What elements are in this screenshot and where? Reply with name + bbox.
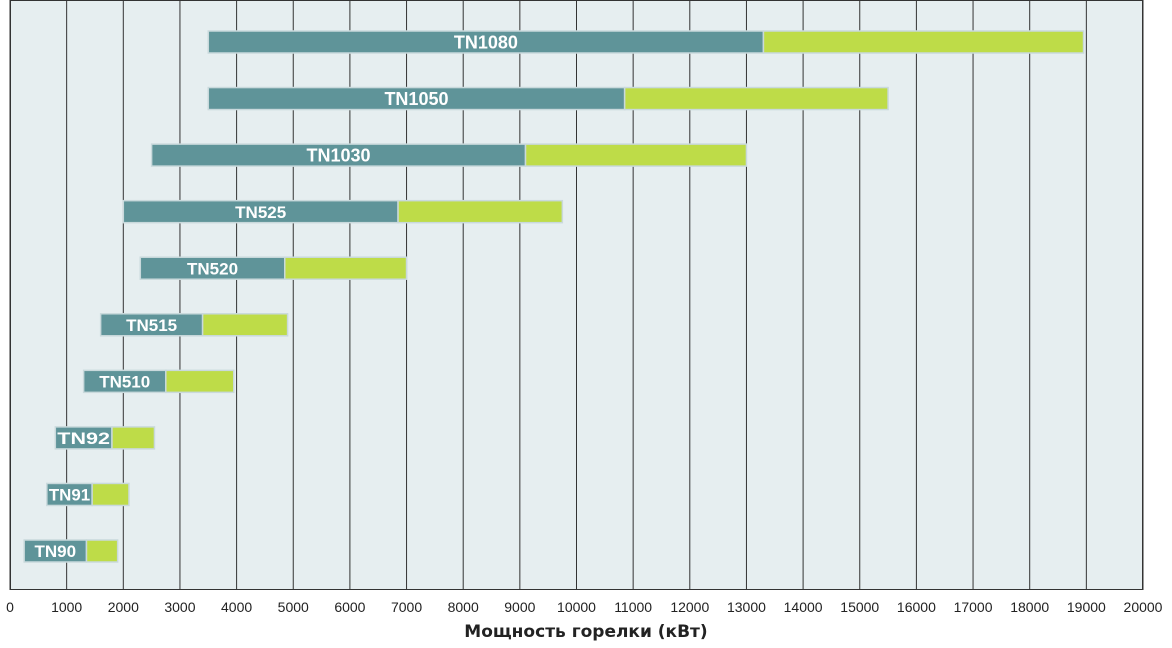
x-tick-label-17000: 17000	[954, 599, 993, 615]
bar-TN1050-extension	[623, 86, 889, 111]
x-tick-label-10000: 10000	[557, 599, 596, 615]
x-tick-label-2000: 2000	[108, 599, 139, 615]
x-axis-title: Мощность горелки (кВт)	[464, 622, 708, 642]
bar-label-TN525: TN525	[235, 203, 286, 222]
x-tick-label-6000: 6000	[334, 599, 365, 615]
x-tick-label-20000: 20000	[1124, 599, 1163, 615]
x-tick-label-18000: 18000	[1010, 599, 1049, 615]
bar-label-TN1050: TN1050	[384, 89, 448, 109]
bar-TN515-extension	[201, 313, 289, 337]
x-tick-label-19000: 19000	[1067, 599, 1106, 615]
x-tick-label-13000: 13000	[727, 599, 766, 615]
bar-TN91-extension	[91, 482, 130, 507]
bar-TN520-extension	[284, 256, 408, 280]
x-tick-label-12000: 12000	[670, 599, 709, 615]
bar-label-TN1030: TN1030	[307, 146, 371, 166]
x-tick-label-4000: 4000	[221, 599, 252, 615]
bar-label-TN520: TN520	[187, 259, 238, 278]
x-tick-label-8000: 8000	[448, 599, 479, 615]
bar-TN1030-extension	[524, 143, 748, 167]
bar-label-TN1080: TN1080	[454, 32, 518, 52]
bar-label-TN91: TN91	[49, 486, 90, 505]
bar-label-TN90: TN90	[35, 542, 77, 561]
plot-border	[10, 0, 1143, 590]
x-tick-label-7000: 7000	[391, 599, 422, 615]
x-tick-label-5000: 5000	[278, 599, 309, 615]
bar-TN1080-extension	[762, 30, 1085, 54]
x-tick-label-3000: 3000	[164, 599, 195, 615]
bar-TN525-extension	[397, 199, 564, 224]
x-tick-label-9000: 9000	[504, 599, 535, 615]
x-tick-label-0: 0	[6, 599, 14, 615]
bar-TN90-extension	[85, 539, 119, 563]
bar-label-TN515: TN515	[126, 316, 177, 335]
bar-TN510-extension	[165, 369, 235, 394]
bar-TN92-extension	[111, 426, 156, 450]
x-tick-label-14000: 14000	[784, 599, 823, 615]
x-tick-label-16000: 16000	[897, 599, 936, 615]
x-tick-label-15000: 15000	[840, 599, 879, 615]
bar-label-TN510: TN510	[99, 372, 150, 391]
x-tick-label-1000: 1000	[51, 599, 82, 615]
x-tick-label-11000: 11000	[614, 599, 652, 615]
bar-label-TN92: TN92	[57, 429, 110, 448]
